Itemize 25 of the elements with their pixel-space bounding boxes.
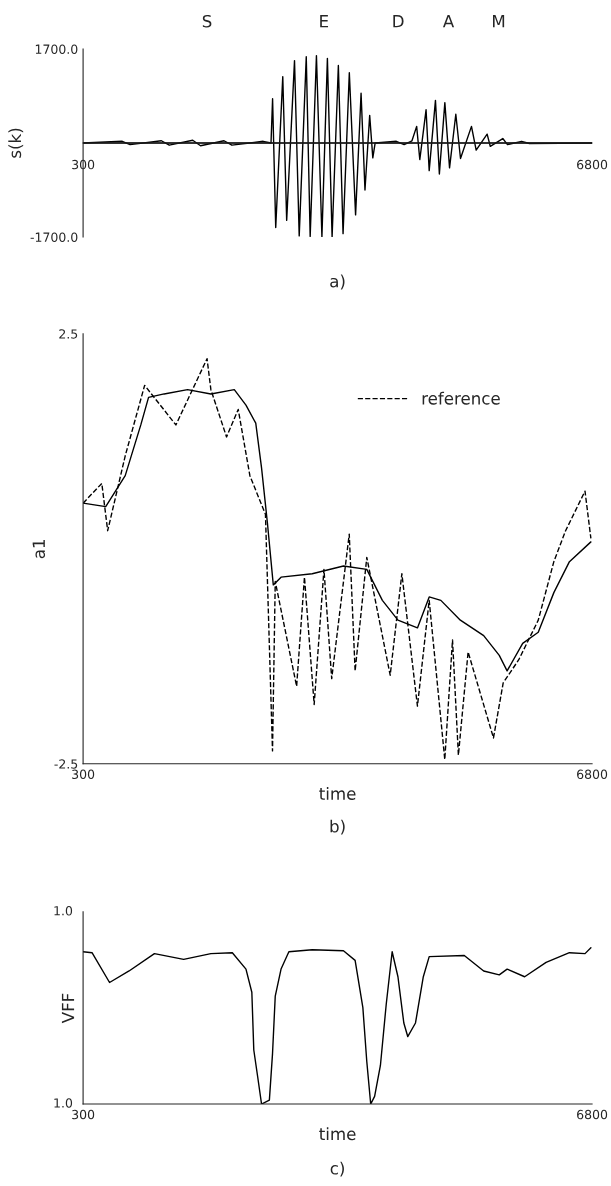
x-tick-label: 6800 [577, 1109, 608, 1120]
y-axis-title: a1 [32, 539, 46, 559]
x-axis-title: time [319, 1127, 356, 1141]
text: E [320, 15, 329, 28]
y-tick-label: 1700.0 [35, 44, 78, 54]
y-tick-label: -2.5 [54, 759, 78, 769]
x-tick-label: 6800 [577, 159, 608, 170]
y-tick-label: 2.5 [59, 329, 78, 339]
text: D [393, 15, 404, 28]
text: 1.0 [54, 906, 73, 916]
x-tick-label: 300 [72, 769, 95, 780]
legend-label: reference [422, 391, 500, 405]
text: a) [330, 274, 345, 290]
y-axis-title: s(k) [8, 128, 24, 158]
y-tick-label: -1700.0 [30, 232, 78, 242]
text: S [202, 14, 212, 28]
y-axis-title: VFF [61, 993, 75, 1024]
text: A [442, 15, 455, 28]
x-tick-label: 6800 [577, 769, 608, 780]
text: b) [330, 819, 345, 835]
x-tick-label: 300 [72, 1109, 95, 1120]
text: M [493, 15, 505, 28]
x-axis-title: time [319, 786, 356, 800]
text: c) [330, 1161, 344, 1177]
text: 1.0 [54, 1098, 73, 1108]
